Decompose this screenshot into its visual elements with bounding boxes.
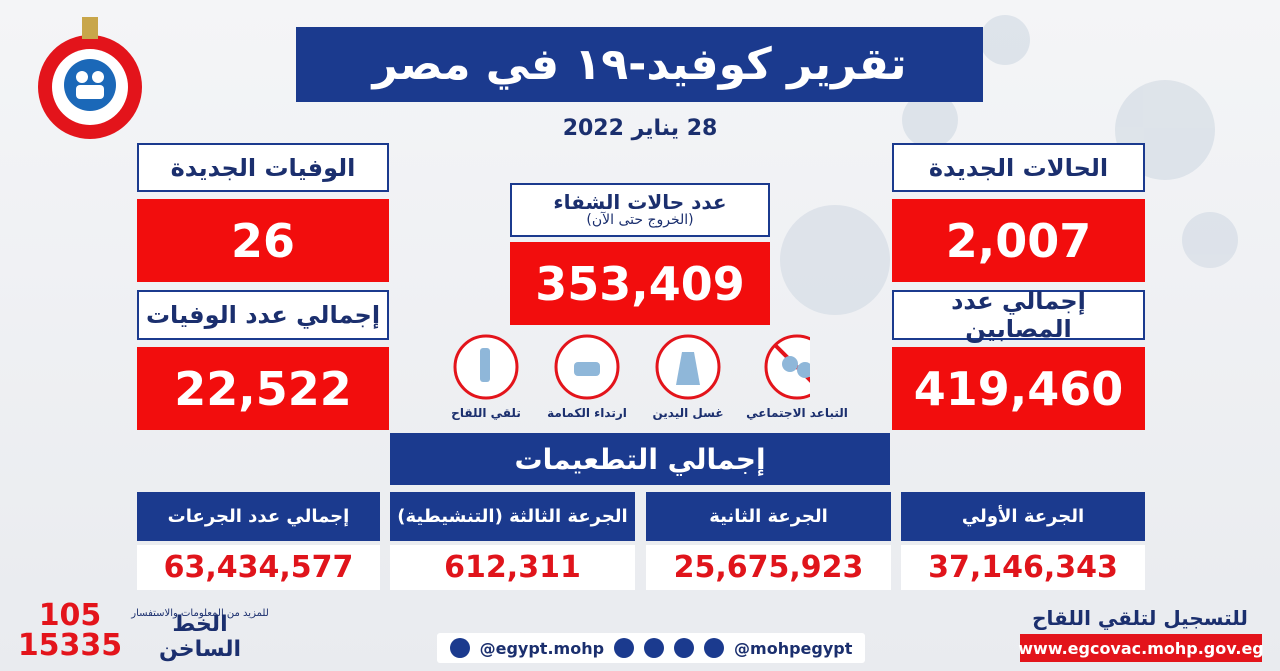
youtube-icon	[644, 638, 665, 658]
precaution-label: ارتداء الكمامة	[547, 406, 627, 420]
dose-value: 63,434,577	[137, 545, 380, 590]
precaution-label: تلقي اللقاح	[451, 406, 521, 420]
recovered-sublabel: (الخروج حتى الآن)	[586, 212, 694, 229]
total-cases-value: 419,460	[892, 347, 1145, 430]
hotline-number: 105	[38, 598, 102, 633]
facebook-handle: @egypt.mohp	[479, 638, 605, 658]
instagram-icon	[614, 638, 635, 658]
total-deaths-label: إجمالي عدد الوفيات	[137, 290, 389, 340]
report-date: 28 يناير 2022	[562, 115, 718, 141]
dose-label: الجرعة الأولي	[901, 492, 1145, 541]
register-website[interactable]: www.egcovac.mohp.gov.eg	[1018, 634, 1264, 662]
dose-value: 612,311	[390, 545, 635, 590]
hotline-note: للمزيد من المعلومات والاستفسار	[131, 607, 269, 619]
hotline-label: الخط الساخن	[158, 612, 242, 662]
dose-value: 37,146,343	[901, 545, 1145, 590]
dose-value: 25,675,923	[646, 545, 891, 590]
precaution-label: غسل اليدين	[652, 406, 724, 420]
twitter-icon	[704, 638, 725, 658]
register-label: للتسجيل لتلقي اللقاح	[1032, 606, 1248, 630]
new-cases-label: الحالات الجديدة	[892, 143, 1145, 192]
recovered-value: 353,409	[510, 242, 770, 325]
hotline-number: 15335	[17, 628, 123, 663]
precaution-label: التباعد الاجتماعي	[746, 406, 848, 420]
social-bar: @egypt.mohp @mohpegypt	[437, 633, 865, 663]
new-deaths-value: 26	[137, 199, 389, 282]
linkedin-icon	[674, 638, 695, 658]
precaution-icons	[453, 334, 810, 400]
new-deaths-label: الوفيات الجديدة	[137, 143, 389, 192]
logo	[38, 17, 142, 139]
new-cases-value: 2,007	[892, 199, 1145, 282]
recovered-label: عدد حالات الشفاء	[553, 190, 727, 215]
dose-label: الجرعة الثانية	[646, 492, 891, 541]
total-cases-label: إجمالي عدد المصابين	[892, 287, 1145, 343]
social-handle: @mohpegypt	[734, 638, 853, 658]
dose-label: إجمالي عدد الجرعات	[137, 492, 380, 541]
vaccinations-title: إجمالي التطعيمات	[390, 433, 890, 485]
report-title: تقرير كوفيد-١٩ في مصر	[296, 27, 983, 102]
facebook-icon	[449, 638, 470, 658]
hotline-numbers: 105 15335	[10, 598, 130, 664]
dose-label: الجرعة الثالثة (التنشيطية)	[390, 492, 635, 541]
recovered-label-box: عدد حالات الشفاء (الخروج حتى الآن)	[510, 183, 770, 237]
total-deaths-value: 22,522	[137, 347, 389, 430]
